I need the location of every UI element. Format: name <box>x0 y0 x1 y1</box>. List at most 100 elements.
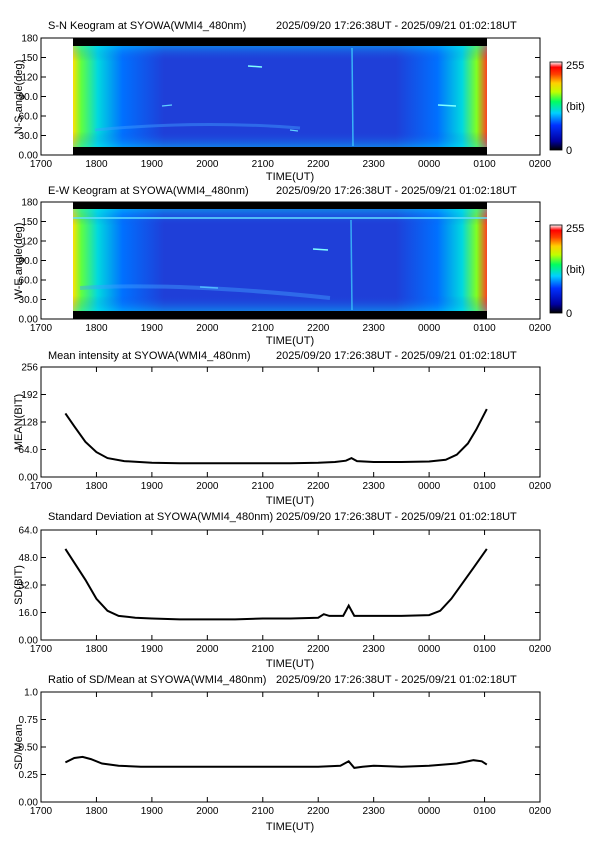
ratio-frame <box>40 691 541 803</box>
sd-time-range: 2025/09/20 17:26:38UT - 2025/09/21 01:02… <box>276 511 517 523</box>
x-tick-label: 2200 <box>307 481 330 492</box>
y-tick-label: 48.0 <box>19 553 39 564</box>
x-tick-label: 1700 <box>30 159 53 170</box>
x-tick-label: 1700 <box>30 481 53 492</box>
x-tick-label: 2000 <box>196 481 219 492</box>
x-tick-label: 0200 <box>529 481 552 492</box>
y-tick-label: 64.0 <box>19 445 39 456</box>
ew-keogram-panel: E-W Keogram at SYOWA(WMI4_480nm) 2025/09… <box>13 185 585 347</box>
sd-title: Standard Deviation at SYOWA(WMI4_480nm) <box>48 511 273 523</box>
x-tick-label: 1900 <box>141 323 164 334</box>
ew-keogram-arc-1 <box>312 248 329 251</box>
y-tick-label: 1.0 <box>24 688 38 699</box>
x-tick-label: 1800 <box>85 159 108 170</box>
x-tick-label: 2300 <box>363 806 386 817</box>
x-tick-label: 2300 <box>363 481 386 492</box>
sn-keogram-bottom-mask <box>73 147 487 155</box>
x-tick-label: 0100 <box>473 323 496 334</box>
x-tick-label: 1800 <box>85 806 108 817</box>
sn-keogram-arc-2 <box>437 104 457 107</box>
x-tick-label: 0100 <box>473 481 496 492</box>
y-tick-label: 90.0 <box>19 92 39 103</box>
y-tick-label: 0.00 <box>19 473 39 484</box>
sn-keogram-edge-glow <box>73 38 487 155</box>
x-tick-label: 1800 <box>85 481 108 492</box>
x-tick-label: 1900 <box>141 806 164 817</box>
y-tick-label: 64.0 <box>19 526 39 537</box>
y-tick-label: 128 <box>21 418 38 429</box>
x-tick-label: 0000 <box>418 159 441 170</box>
x-tick-label: 2300 <box>363 323 386 334</box>
ratio-x-ticks: 1700 1800 1900 2000 2100 2200 2300 0000 0100 0200 <box>30 692 552 817</box>
ratio-xlabel: TIME(UT) <box>266 821 314 833</box>
x-tick-label: 1800 <box>85 323 108 334</box>
x-tick-label: 1800 <box>85 644 108 655</box>
x-tick-label: 2000 <box>196 159 219 170</box>
y-tick-label: 0.00 <box>19 636 39 647</box>
ew-colorbar <box>549 224 563 314</box>
x-tick-label: 2000 <box>196 323 219 334</box>
x-tick-label: 2100 <box>252 159 275 170</box>
mean-title: Mean intensity at SYOWA(WMI4_480nm) <box>48 350 251 362</box>
x-tick-label: 2100 <box>252 323 275 334</box>
sd-y-ticks: 0.00 16.0 32.0 48.0 64.0 <box>19 526 540 647</box>
ew-keogram-title: E-W Keogram at SYOWA(WMI4_480nm) <box>48 185 249 197</box>
sn-keogram-panel: S-N Keogram at SYOWA(WMI4_480nm) 2025/09… <box>13 20 585 183</box>
x-tick-label: 2200 <box>307 159 330 170</box>
sn-keogram-time-range: 2025/09/20 17:26:38UT - 2025/09/21 01:02… <box>276 20 517 32</box>
x-tick-label: 0100 <box>473 159 496 170</box>
sn-colorbar-unit: (bit) <box>566 101 585 113</box>
x-tick-label: 0000 <box>418 806 441 817</box>
sn-keogram-band <box>94 122 301 132</box>
sd-panel: Standard Deviation at SYOWA(WMI4_480nm) … <box>13 511 552 670</box>
ew-keogram-top-mask <box>73 202 487 209</box>
x-tick-label: 2200 <box>307 644 330 655</box>
sd-series-line <box>64 548 488 621</box>
y-tick-label: 30.0 <box>19 295 39 306</box>
y-tick-label: 120 <box>21 73 38 84</box>
x-tick-label: 0100 <box>473 644 496 655</box>
sd-ylabel: SD(BIT) <box>13 565 25 605</box>
x-tick-label: 2100 <box>252 806 275 817</box>
x-tick-label: 1700 <box>30 806 53 817</box>
ew-colorbar-max: 255 <box>566 223 584 235</box>
mean-series-line <box>64 408 488 465</box>
x-tick-label: 0200 <box>529 159 552 170</box>
ew-keogram-x-ticks: 1700 1800 1900 2000 2100 2200 2300 0000 0100 0200 <box>30 202 552 334</box>
sn-colorbar-min: 0 <box>566 145 572 157</box>
ew-keogram-streak <box>350 219 353 311</box>
ew-keogram-arc-2 <box>199 286 219 289</box>
sn-keogram-top-mask <box>73 38 487 46</box>
x-tick-label: 2000 <box>196 806 219 817</box>
mean-x-ticks: 1700 1800 1900 2000 2100 2200 2300 0000 0100 0200 <box>30 367 552 492</box>
y-tick-label: 0.00 <box>19 315 39 326</box>
ratio-time-range: 2025/09/20 17:26:38UT - 2025/09/21 01:02… <box>276 674 517 686</box>
y-tick-label: 0.00 <box>19 798 39 809</box>
x-tick-label: 2100 <box>252 644 275 655</box>
x-tick-label: 2200 <box>307 806 330 817</box>
y-tick-label: 0.50 <box>19 743 39 754</box>
ratio-panel: Ratio of SD/Mean at SYOWA(WMI4_480nm) 20… <box>13 674 552 833</box>
x-tick-label: 0100 <box>473 806 496 817</box>
ew-colorbar-unit: (bit) <box>566 264 585 276</box>
x-tick-label: 0000 <box>418 323 441 334</box>
y-tick-label: 16.0 <box>19 608 39 619</box>
y-tick-label: 256 <box>21 363 38 374</box>
ratio-series-line <box>64 755 488 769</box>
x-tick-label: 2300 <box>363 644 386 655</box>
sd-x-ticks: 1700 1800 1900 2000 2100 2200 2300 0000 0100 0200 <box>30 530 552 655</box>
y-tick-label: 180 <box>21 34 38 45</box>
sn-colorbar <box>549 61 563 151</box>
ew-keogram-y-ticks: 0.00 30.0 60.0 90.0 120 150 180 <box>19 198 540 326</box>
sn-keogram-x-ticks: 1700 1800 1900 2000 2100 2200 2300 0000 0100 0200 <box>30 38 552 170</box>
ew-keogram-time-range: 2025/09/20 17:26:38UT - 2025/09/21 01:02… <box>276 185 517 197</box>
x-tick-label: 1900 <box>141 159 164 170</box>
x-tick-label: 1900 <box>141 644 164 655</box>
sn-keogram-y-ticks: 0.00 30.0 60.0 90.0 120 150 180 <box>19 34 540 162</box>
x-tick-label: 2300 <box>363 159 386 170</box>
y-tick-label: 30.0 <box>19 131 39 142</box>
ratio-y-ticks: 0.00 0.25 0.50 0.75 1.0 <box>19 688 540 809</box>
x-tick-label: 0000 <box>418 644 441 655</box>
x-tick-label: 0200 <box>529 644 552 655</box>
